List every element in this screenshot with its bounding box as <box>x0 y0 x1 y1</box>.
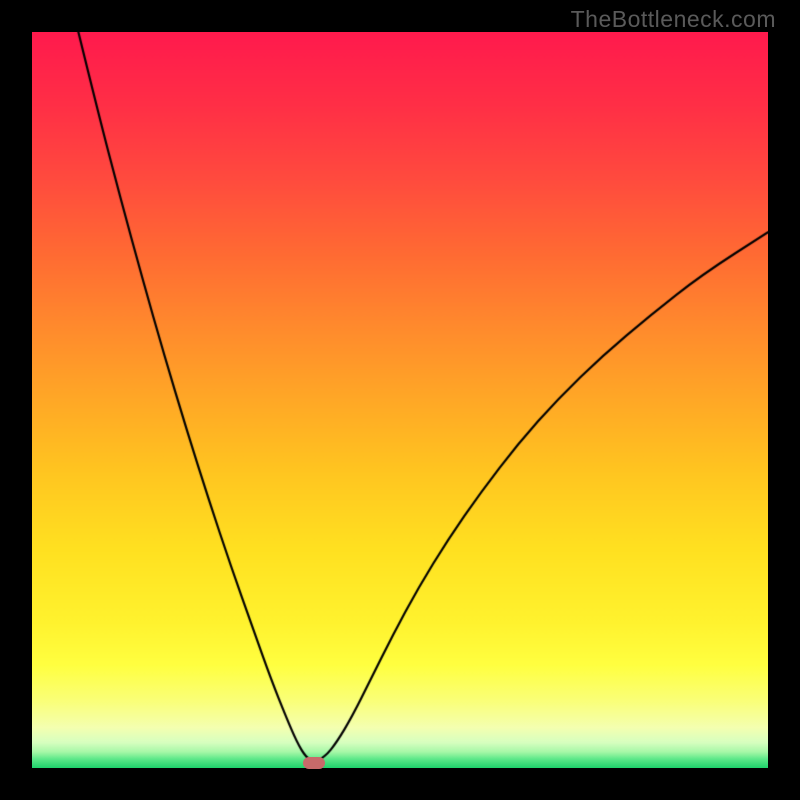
bottleneck-curve <box>32 32 768 768</box>
plot-area <box>32 32 768 768</box>
watermark-text: TheBottleneck.com <box>571 6 776 33</box>
minimum-marker <box>303 757 325 769</box>
